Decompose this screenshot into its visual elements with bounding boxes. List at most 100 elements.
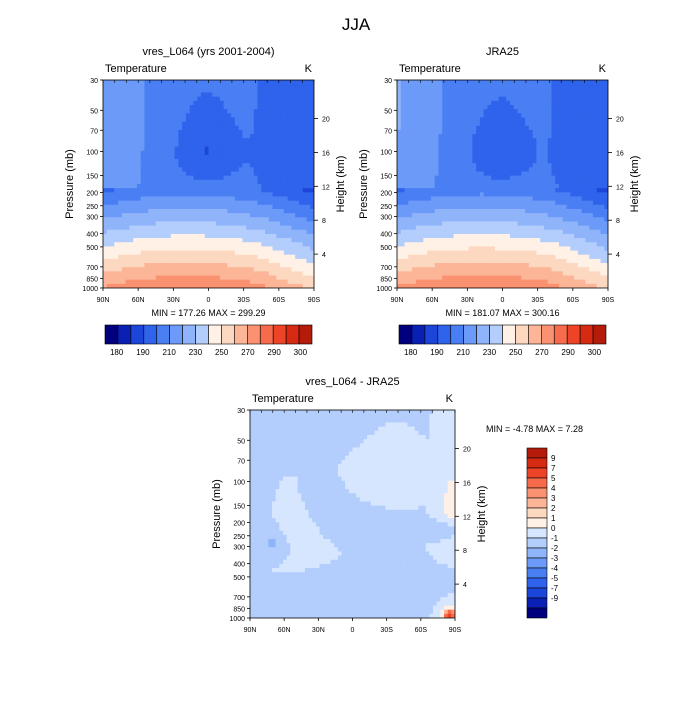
contour-cell bbox=[178, 109, 182, 114]
contour-cell bbox=[265, 97, 269, 102]
contour-cell bbox=[239, 142, 243, 147]
contour-cell bbox=[536, 217, 540, 222]
contour-cell bbox=[111, 221, 115, 226]
contour-cell bbox=[476, 147, 480, 152]
contour-cell bbox=[205, 201, 209, 206]
contour-cell bbox=[205, 138, 209, 143]
contour-cell bbox=[480, 159, 484, 164]
contour-cell bbox=[224, 126, 228, 131]
contour-cell bbox=[484, 226, 488, 231]
contour-cell bbox=[171, 209, 175, 214]
contour-cell bbox=[499, 147, 503, 152]
contour-cell bbox=[273, 209, 277, 214]
contour-cell bbox=[442, 88, 446, 93]
contour-cell bbox=[193, 117, 197, 122]
contour-cell bbox=[544, 105, 548, 110]
contour-cell bbox=[438, 180, 442, 185]
contour-cell bbox=[122, 134, 126, 139]
contour-cell bbox=[427, 188, 431, 193]
contour-cell bbox=[600, 122, 604, 127]
contour-cell bbox=[510, 163, 514, 168]
contour-cell bbox=[257, 167, 261, 172]
contour-cell bbox=[510, 176, 514, 181]
contour-cell bbox=[461, 155, 465, 160]
contour-cell bbox=[435, 130, 439, 135]
contour-cell bbox=[114, 88, 118, 93]
contour-cell bbox=[299, 92, 303, 97]
contour-cell bbox=[303, 201, 307, 206]
contour-cell bbox=[510, 213, 514, 218]
contour-cell bbox=[118, 276, 122, 281]
contour-cell bbox=[269, 155, 273, 160]
contour-cell bbox=[551, 184, 555, 189]
contour-cell bbox=[416, 151, 420, 156]
contour-cell bbox=[559, 130, 563, 135]
contour-cell bbox=[220, 213, 224, 218]
contour-cell bbox=[461, 230, 465, 235]
contour-cell bbox=[148, 172, 152, 177]
contour-cell bbox=[144, 167, 148, 172]
contour-cell bbox=[152, 209, 156, 214]
contour-cell bbox=[129, 230, 133, 235]
contour-cell bbox=[280, 163, 284, 168]
contour-cell bbox=[408, 180, 412, 185]
contour-cell bbox=[291, 184, 295, 189]
contour-cell bbox=[137, 188, 141, 193]
contour-cell bbox=[167, 163, 171, 168]
contour-cell bbox=[231, 113, 235, 118]
contour-cell bbox=[160, 109, 164, 114]
contour-cell bbox=[405, 113, 409, 118]
contour-cell bbox=[284, 92, 288, 97]
contour-cell bbox=[559, 217, 563, 222]
contour-cell bbox=[156, 226, 160, 231]
contour-cell bbox=[103, 271, 107, 276]
contour-cell bbox=[303, 226, 307, 231]
contour-cell bbox=[442, 205, 446, 210]
contour-cell bbox=[582, 230, 586, 235]
contour-cell bbox=[582, 172, 586, 177]
contour-cell bbox=[397, 92, 401, 97]
contour-cell bbox=[431, 196, 435, 201]
contour-cell bbox=[555, 230, 559, 235]
contour-cell bbox=[186, 259, 190, 264]
contour-cell bbox=[269, 230, 273, 235]
contour-cell bbox=[141, 97, 145, 102]
contour-cell bbox=[288, 80, 292, 85]
contour-cell bbox=[288, 109, 292, 114]
contour-cell bbox=[122, 151, 126, 156]
contour-cell bbox=[457, 151, 461, 156]
contour-cell bbox=[303, 271, 307, 276]
contour-cell bbox=[284, 134, 288, 139]
contour-cell bbox=[156, 234, 160, 239]
contour-cell bbox=[205, 234, 209, 239]
contour-cell bbox=[220, 217, 224, 222]
contour-cell bbox=[186, 109, 190, 114]
colorbar-box bbox=[105, 325, 118, 344]
contour-cell bbox=[506, 167, 510, 172]
contour-cell bbox=[431, 109, 435, 114]
contour-cell bbox=[303, 276, 307, 281]
contour-cell bbox=[291, 105, 295, 110]
contour-cell bbox=[156, 138, 160, 143]
contour-cell bbox=[175, 209, 179, 214]
contour-cell bbox=[438, 172, 442, 177]
contour-cell bbox=[450, 88, 454, 93]
contour-cell bbox=[269, 126, 273, 131]
contour-cell bbox=[480, 138, 484, 143]
contour-cell bbox=[160, 255, 164, 260]
contour-cell bbox=[254, 97, 258, 102]
contour-cell bbox=[216, 196, 220, 201]
contour-cell bbox=[182, 130, 186, 135]
contour-cell bbox=[461, 184, 465, 189]
contour-cell bbox=[484, 167, 488, 172]
contour-cell bbox=[246, 188, 250, 193]
contour-cell bbox=[284, 217, 288, 222]
contour-cell bbox=[284, 176, 288, 181]
contour-cell bbox=[209, 192, 213, 197]
contour-cell bbox=[525, 180, 529, 185]
contour-cell bbox=[220, 242, 224, 247]
contour-cell bbox=[306, 205, 310, 210]
contour-cell bbox=[457, 155, 461, 160]
contour-cell bbox=[126, 267, 130, 272]
contour-cell bbox=[133, 80, 137, 85]
